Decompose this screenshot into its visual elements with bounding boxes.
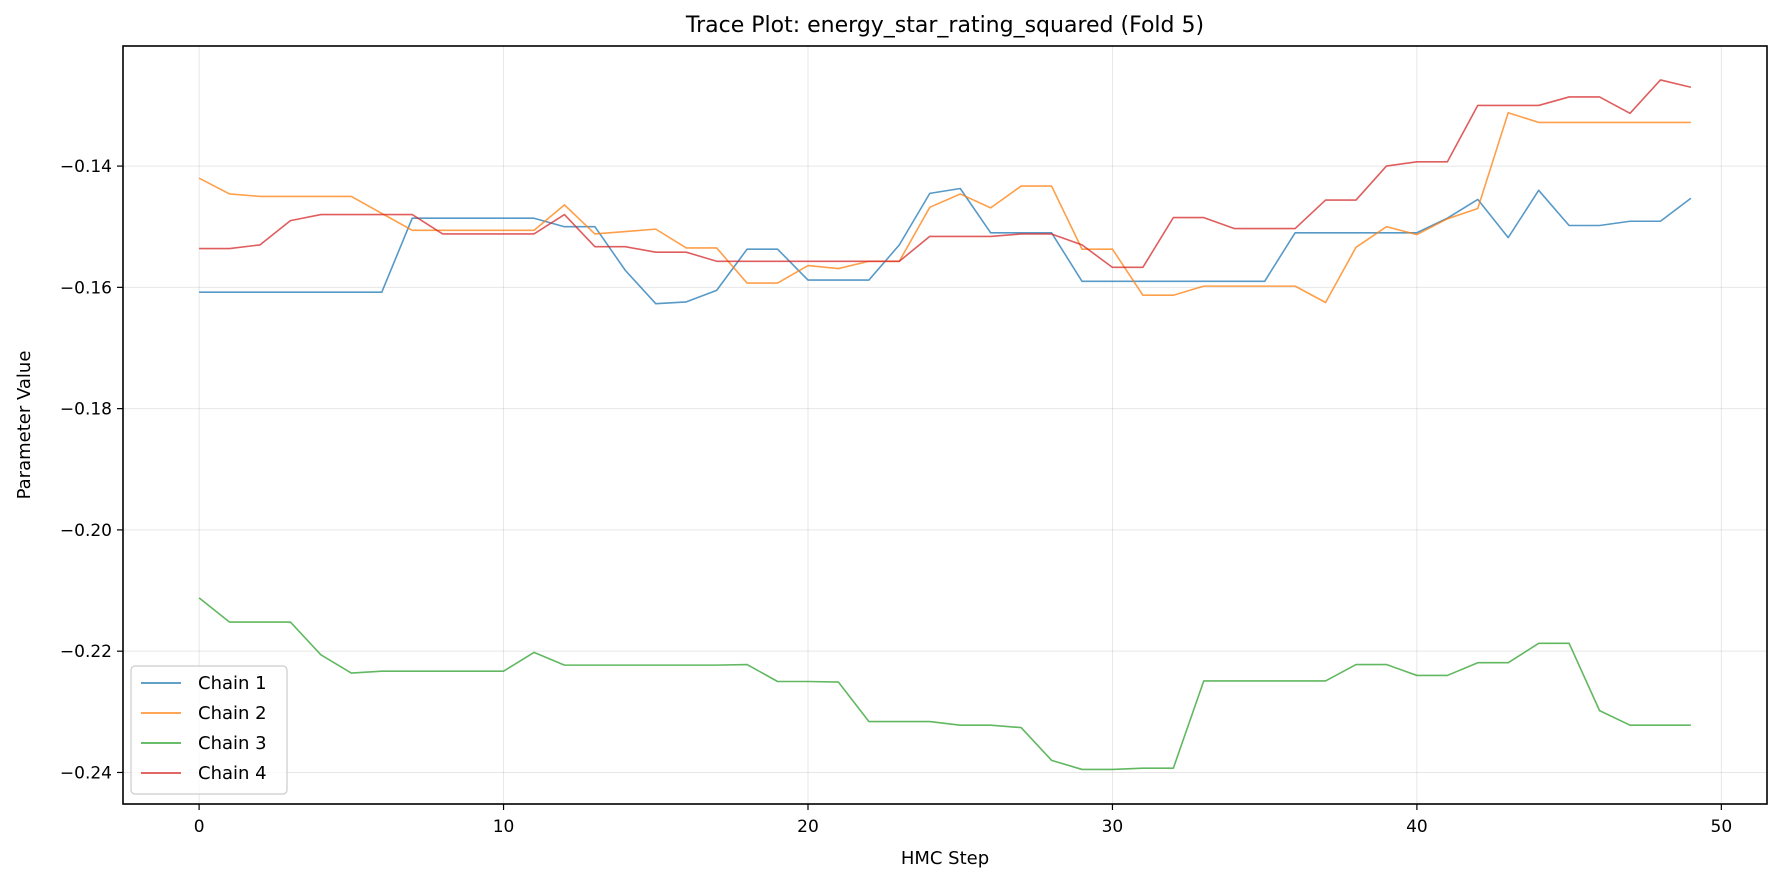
series-lines (198, 79, 1692, 771)
x-tick-label: 30 (1102, 817, 1124, 837)
y-tick-label: −0.22 (60, 642, 112, 662)
x-tick-label: 40 (1406, 817, 1428, 837)
legend: Chain 1 Chain 2 Chain 3 Chain 4 (130, 665, 288, 795)
y-tick-label: −0.24 (60, 763, 112, 783)
x-tick-label: 50 (1711, 817, 1733, 837)
legend-label-chain-2: Chain 2 (198, 703, 267, 724)
y-axis-title: Parameter Value (14, 351, 35, 500)
legend-label-chain-4: Chain 4 (198, 763, 267, 784)
y-tick-label: −0.16 (60, 278, 112, 298)
x-tick-label: 10 (493, 817, 515, 837)
legend-label-chain-3: Chain 3 (198, 733, 267, 754)
chart-title: Trace Plot: energy_star_rating_squared (… (685, 13, 1204, 38)
x-tick-label: 0 (194, 817, 205, 837)
series-line-chain-2 (198, 111, 1691, 304)
y-tick-label: −0.20 (60, 521, 112, 541)
series-line-chain-4 (199, 79, 1692, 269)
series-line-chain-3 (198, 597, 1691, 771)
y-tick-label: −0.18 (60, 400, 112, 420)
legend-label-chain-1: Chain 1 (198, 673, 267, 694)
plot-frame (122, 45, 1768, 805)
grid (123, 46, 1767, 804)
x-axis-ticks: 0 10 20 30 40 50 (194, 804, 1732, 837)
y-tick-label: −0.14 (60, 157, 112, 177)
legend-box (130, 665, 288, 795)
x-tick-label: 20 (797, 817, 819, 837)
y-axis-ticks: −0.14 −0.16 −0.18 −0.20 −0.22 −0.24 (60, 157, 123, 783)
x-axis-title: HMC Step (901, 848, 989, 869)
